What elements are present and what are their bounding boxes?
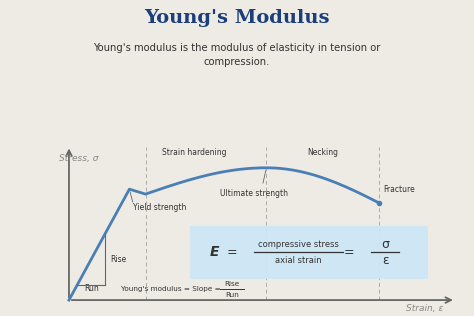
- Text: σ: σ: [381, 238, 389, 251]
- Text: Rise: Rise: [225, 282, 240, 288]
- Text: Stress, σ: Stress, σ: [59, 154, 99, 163]
- Text: Yield strength: Yield strength: [133, 203, 187, 212]
- Text: =: =: [344, 246, 354, 259]
- Text: Young's modulus = Slope =: Young's modulus = Slope =: [121, 286, 223, 292]
- Text: Run: Run: [84, 284, 99, 293]
- Text: E: E: [209, 246, 219, 259]
- Text: Fracture: Fracture: [383, 185, 415, 194]
- FancyBboxPatch shape: [190, 226, 428, 279]
- Text: compressive stress: compressive stress: [258, 240, 339, 249]
- Text: Necking: Necking: [307, 148, 338, 157]
- Text: Young's Modulus: Young's Modulus: [144, 9, 330, 27]
- Text: Rise: Rise: [110, 255, 126, 264]
- Text: =: =: [227, 246, 237, 259]
- Text: Young's modulus is the modulus of elasticity in tension or
compression.: Young's modulus is the modulus of elasti…: [93, 43, 381, 67]
- Text: ε: ε: [382, 254, 389, 267]
- Text: Run: Run: [225, 292, 239, 298]
- Text: Strain, ε: Strain, ε: [406, 304, 444, 313]
- Text: axial strain: axial strain: [275, 256, 322, 265]
- Text: Ultimate strength: Ultimate strength: [220, 189, 288, 198]
- Text: Strain hardening: Strain hardening: [162, 148, 226, 157]
